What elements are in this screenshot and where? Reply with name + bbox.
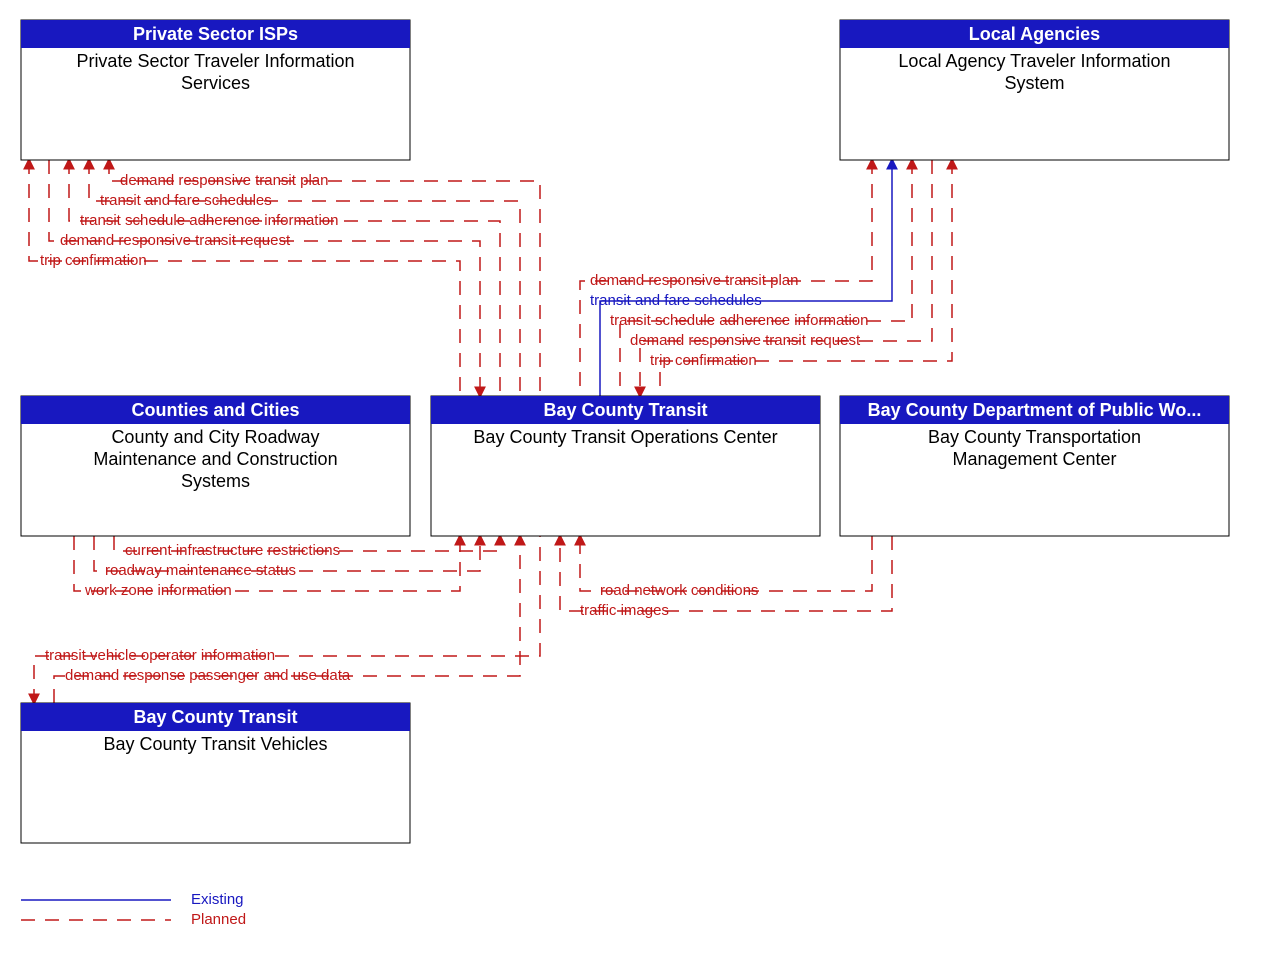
architecture-flow-diagram: demand responsive transit plan transit an… (0, 0, 1261, 962)
legend-label: Existing (191, 891, 244, 908)
flow-edge-label: transit and fare schedules (100, 192, 272, 209)
node-local: Local Agencies Local Agency Traveler Info… (840, 20, 1229, 160)
node-body-text: Private Sector Traveler Information (76, 51, 354, 71)
node-ops: Bay County Transit Bay County Transit Ope… (431, 396, 820, 536)
flow-edge-label: transit schedule adherence information (80, 212, 339, 229)
flow-edge-label: demand responsive transit plan (590, 272, 798, 289)
legend: Existing Planned (21, 891, 246, 928)
flow-edge-label: current infrastructure restrictions (125, 542, 340, 559)
node-dpw: Bay County Department of Public Wo... Bay… (840, 396, 1229, 536)
node-isp: Private Sector ISPs Private Sector Travel… (21, 20, 410, 160)
flow-edge-label: transit schedule adherence information (610, 312, 869, 329)
flow-edge-label: road network conditions (600, 582, 758, 599)
node-body-text: System (1004, 73, 1064, 93)
flow-edge: transit and fare schedules (89, 160, 520, 396)
node-cc: Counties and Cities County and City Roadw… (21, 396, 410, 536)
node-body-text: Maintenance and Construction (93, 449, 337, 469)
node-body-text: County and City Roadway (111, 427, 319, 447)
flow-edge-label: transit and fare schedules (590, 292, 762, 309)
node-header-text: Bay County Transit (133, 707, 297, 727)
node-body-text: Systems (181, 471, 250, 491)
flow-edge-label: traffic images (580, 602, 669, 619)
node-header-text: Counties and Cities (131, 400, 299, 420)
node-header-text: Bay County Department of Public Wo... (868, 400, 1202, 420)
legend-label: Planned (191, 911, 246, 928)
node-veh: Bay County Transit Bay County Transit Veh… (21, 703, 410, 843)
flow-edge-label: demand response passenger and use data (65, 667, 351, 684)
node-header-text: Private Sector ISPs (133, 24, 298, 44)
flow-edge-label: demand responsive transit request (630, 332, 861, 349)
flow-edge-label: work zone information (84, 582, 232, 599)
flow-edge: traffic images (560, 536, 892, 619)
flow-edge: road network conditions (580, 536, 872, 599)
flow-edge-label: demand responsive transit plan (120, 172, 328, 189)
flow-edge-label: trip confirmation (40, 252, 147, 269)
node-body-text: Bay County Transportation (928, 427, 1141, 447)
flow-edge-label: roadway maintenance status (105, 562, 296, 579)
node-body-text: Services (181, 73, 250, 93)
flow-edge-label: demand responsive transit request (60, 232, 291, 249)
node-header-text: Local Agencies (969, 24, 1100, 44)
node-body-text: Bay County Transit Vehicles (103, 734, 327, 754)
flow-edge-label: transit vehicle operator information (45, 647, 275, 664)
node-body-text: Management Center (952, 449, 1116, 469)
node-body-text: Bay County Transit Operations Center (473, 427, 777, 447)
node-header-text: Bay County Transit (543, 400, 707, 420)
node-body-text: Local Agency Traveler Information (898, 51, 1170, 71)
flow-edge: current infrastructure restrictions (114, 536, 500, 559)
flow-edge-label: trip confirmation (650, 352, 757, 369)
